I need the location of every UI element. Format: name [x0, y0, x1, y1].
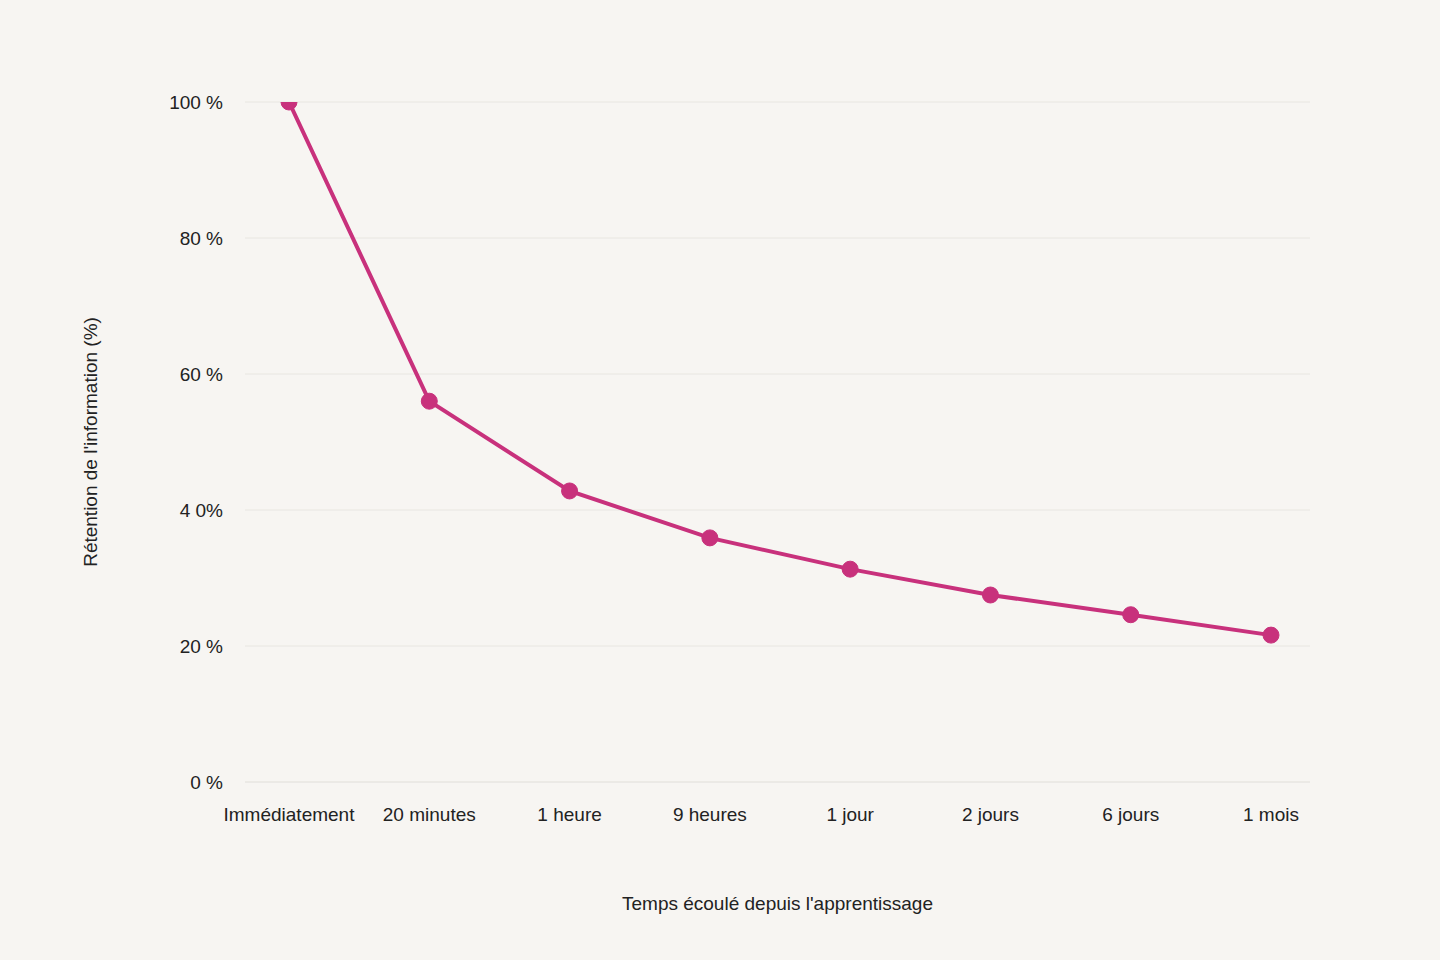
- svg-text:100 %: 100 %: [169, 92, 223, 113]
- svg-text:2 jours: 2 jours: [962, 804, 1019, 825]
- svg-text:1 mois: 1 mois: [1243, 804, 1299, 825]
- svg-text:4 0%: 4 0%: [180, 500, 223, 521]
- svg-text:Immédiatement: Immédiatement: [224, 804, 356, 825]
- svg-text:9 heures: 9 heures: [673, 804, 747, 825]
- svg-text:20 %: 20 %: [180, 636, 223, 657]
- svg-text:60 %: 60 %: [180, 364, 223, 385]
- svg-text:1 jour: 1 jour: [826, 804, 874, 825]
- svg-text:20 minutes: 20 minutes: [383, 804, 476, 825]
- svg-text:80 %: 80 %: [180, 228, 223, 249]
- svg-text:6 jours: 6 jours: [1102, 804, 1159, 825]
- svg-text:1 heure: 1 heure: [537, 804, 601, 825]
- svg-text:Rétention de l'information (%): Rétention de l'information (%): [80, 317, 101, 567]
- svg-text:0 %: 0 %: [190, 772, 223, 793]
- svg-text:Temps écoulé depuis l'apprenti: Temps écoulé depuis l'apprentissage: [622, 893, 933, 914]
